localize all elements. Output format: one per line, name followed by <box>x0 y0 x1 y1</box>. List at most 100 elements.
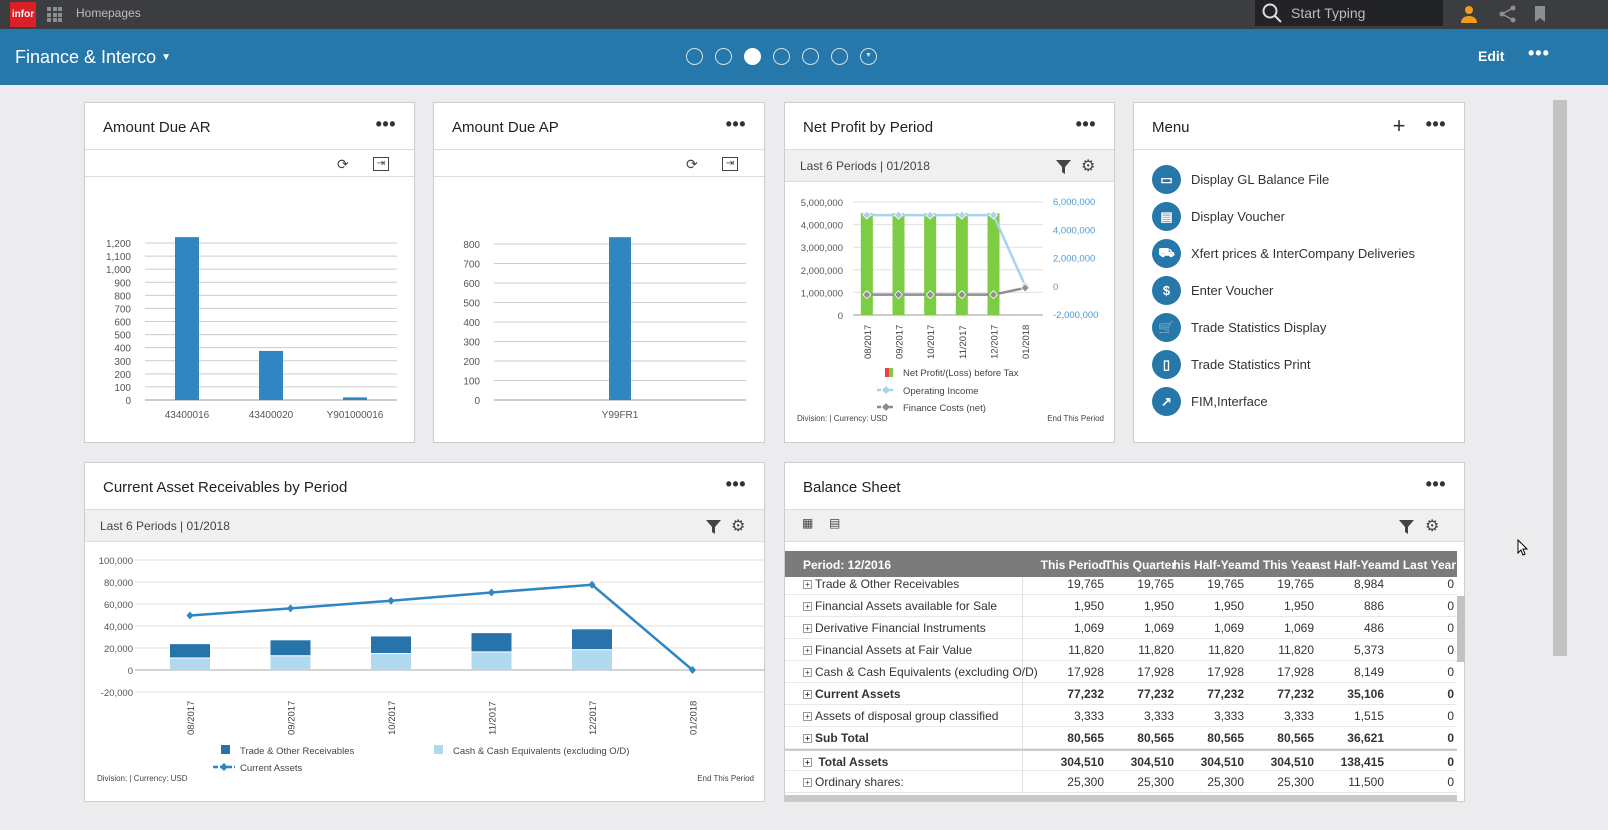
gear-icon[interactable]: ⚙ <box>1081 158 1096 175</box>
column-header[interactable]: This Period <box>1040 558 1106 572</box>
y-tick-label: 200 <box>114 370 131 381</box>
cell-value: 0 <box>1447 643 1454 657</box>
more-button[interactable]: ••• <box>725 114 746 134</box>
gear-icon[interactable]: ⚙ <box>731 518 746 535</box>
add-button[interactable]: + <box>1392 113 1406 138</box>
menu-item[interactable]: ▯ Trade Statistics Print <box>1152 346 1415 383</box>
more-button[interactable]: ••• <box>1075 114 1096 134</box>
refresh-icon[interactable]: ⟳ <box>337 156 349 172</box>
expand-icon[interactable]: + <box>803 646 812 655</box>
expand-icon[interactable]: + <box>803 602 812 611</box>
more-button[interactable]: ••• <box>1425 114 1446 134</box>
cell-value: 1,069 <box>1073 621 1104 635</box>
y-tick-label: 900 <box>114 278 131 289</box>
row-label: + Financial Assets available for Sale <box>803 595 1023 617</box>
open-icon[interactable]: ⇥ <box>722 157 738 171</box>
expand-icon[interactable]: + <box>803 690 812 699</box>
table-row: + Assets of disposal group classified 3,33… <box>785 705 1457 727</box>
column-header[interactable]: his Half-Year <box>1173 558 1246 572</box>
page-dot[interactable] <box>802 48 819 65</box>
menu-item[interactable]: ↗ FIM,Interface <box>1152 383 1415 420</box>
cell-value: 1,069 <box>1213 621 1244 635</box>
legend-swatch <box>885 368 889 377</box>
column-header[interactable]: ast Half-Year <box>1313 558 1386 572</box>
apps-grid-icon[interactable] <box>47 7 62 22</box>
cell-value: 11,820 <box>1068 643 1104 657</box>
user-icon[interactable] <box>1459 4 1479 24</box>
menu-item[interactable]: ▤ Display Voucher <box>1152 198 1415 235</box>
menu-item-label: Display Voucher <box>1191 209 1285 224</box>
page-dot[interactable] <box>831 48 848 65</box>
cell-value: 19,765 <box>1137 577 1174 591</box>
menu-item[interactable]: ⛟ Xfert prices & InterCompany Deliveries <box>1152 235 1415 272</box>
bar <box>892 213 905 315</box>
menu-item[interactable]: ▭ Display GL Balance File <box>1152 161 1415 198</box>
cell-value: 8,149 <box>1353 665 1384 679</box>
more-button[interactable]: ••• <box>375 114 396 134</box>
page-dot[interactable] <box>773 48 790 65</box>
series-line <box>866 286 1026 296</box>
search-input[interactable]: Start Typing <box>1255 0 1443 26</box>
cell-value: 886 <box>1363 599 1384 613</box>
cell-value: 3,333 <box>1213 709 1244 723</box>
legend-label: Trade & Other Receivables <box>240 746 354 757</box>
legend-swatch <box>434 745 443 754</box>
expand-icon[interactable]: + <box>803 758 812 767</box>
cell-value: 1,069 <box>1143 621 1174 635</box>
data-point <box>893 290 904 300</box>
gear-icon[interactable]: ⚙ <box>1425 518 1440 535</box>
bar <box>609 237 631 400</box>
expand-icon[interactable]: + <box>803 580 812 589</box>
filter-icon[interactable] <box>706 520 721 534</box>
more-button[interactable]: ••• <box>1425 474 1446 494</box>
more-pages-dot[interactable]: ▼ <box>860 48 877 65</box>
header-more-button[interactable]: ••• <box>1528 43 1550 63</box>
column-header[interactable]: This Quarter <box>1104 558 1176 572</box>
table-row: + Financial Assets at Fair Value 11,820 11,… <box>785 639 1457 661</box>
cell-value: 77,232 <box>1277 687 1314 701</box>
bar-trade <box>471 633 512 652</box>
menu-item[interactable]: $ Enter Voucher <box>1152 272 1415 309</box>
row-label-text: Current Assets <box>815 687 901 701</box>
expand-icon[interactable]: + <box>803 712 812 721</box>
page-scrollbar[interactable] <box>1553 100 1567 656</box>
expand-icon[interactable]: + <box>803 624 812 633</box>
row-label: + Financial Assets at Fair Value <box>803 639 1023 661</box>
menu-item[interactable]: 🛒 Trade Statistics Display <box>1152 309 1415 346</box>
chevron-down-icon: ▼ <box>865 52 872 59</box>
expand-icon[interactable]: + <box>803 778 812 787</box>
homepages-link[interactable]: Homepages <box>76 6 141 20</box>
filter-icon[interactable] <box>1399 520 1414 534</box>
bar-cash <box>371 654 411 670</box>
homepage-selector[interactable]: Finance & Interco ▼ <box>15 47 171 68</box>
edit-button[interactable]: Edit <box>1478 48 1505 64</box>
export-pdf-icon[interactable]: ▤ <box>829 516 841 530</box>
refresh-icon[interactable]: ⟳ <box>686 156 698 172</box>
more-button[interactable]: ••• <box>725 474 746 494</box>
data-point <box>988 290 999 300</box>
open-icon[interactable]: ⇥ <box>373 157 389 171</box>
x-tick-label: Y99FR1 <box>602 410 639 421</box>
export-excel-icon[interactable]: ▦ <box>802 516 814 530</box>
cell-value: 1,950 <box>1073 599 1104 613</box>
row-label-text: Derivative Financial Instruments <box>815 621 986 635</box>
column-header[interactable]: nd Last Year <box>1384 558 1456 572</box>
expand-icon[interactable]: + <box>803 668 812 677</box>
column-header[interactable]: Period: 12/2016 <box>803 558 892 572</box>
infor-logo[interactable]: infor <box>10 2 36 27</box>
expand-icon[interactable]: + <box>803 734 812 743</box>
y-right-tick-label: 4,000,000 <box>1053 225 1095 236</box>
y-tick-label: 80,000 <box>104 578 133 589</box>
page-dot[interactable] <box>744 48 761 65</box>
table-scrollbar[interactable] <box>1457 596 1465 662</box>
page-dot[interactable] <box>686 48 703 65</box>
bar <box>860 213 873 315</box>
table-hscrollbar[interactable] <box>785 795 1457 801</box>
chart-footer-right: End This Period <box>697 774 754 783</box>
share-icon[interactable] <box>1498 4 1518 24</box>
page-dot[interactable] <box>715 48 732 65</box>
row-label-text: Cash & Cash Equivalents (excluding O/D) <box>815 665 1038 679</box>
filter-icon[interactable] <box>1056 160 1071 174</box>
bookmark-icon[interactable] <box>1530 4 1550 24</box>
column-header[interactable]: nd This Year <box>1244 558 1316 572</box>
